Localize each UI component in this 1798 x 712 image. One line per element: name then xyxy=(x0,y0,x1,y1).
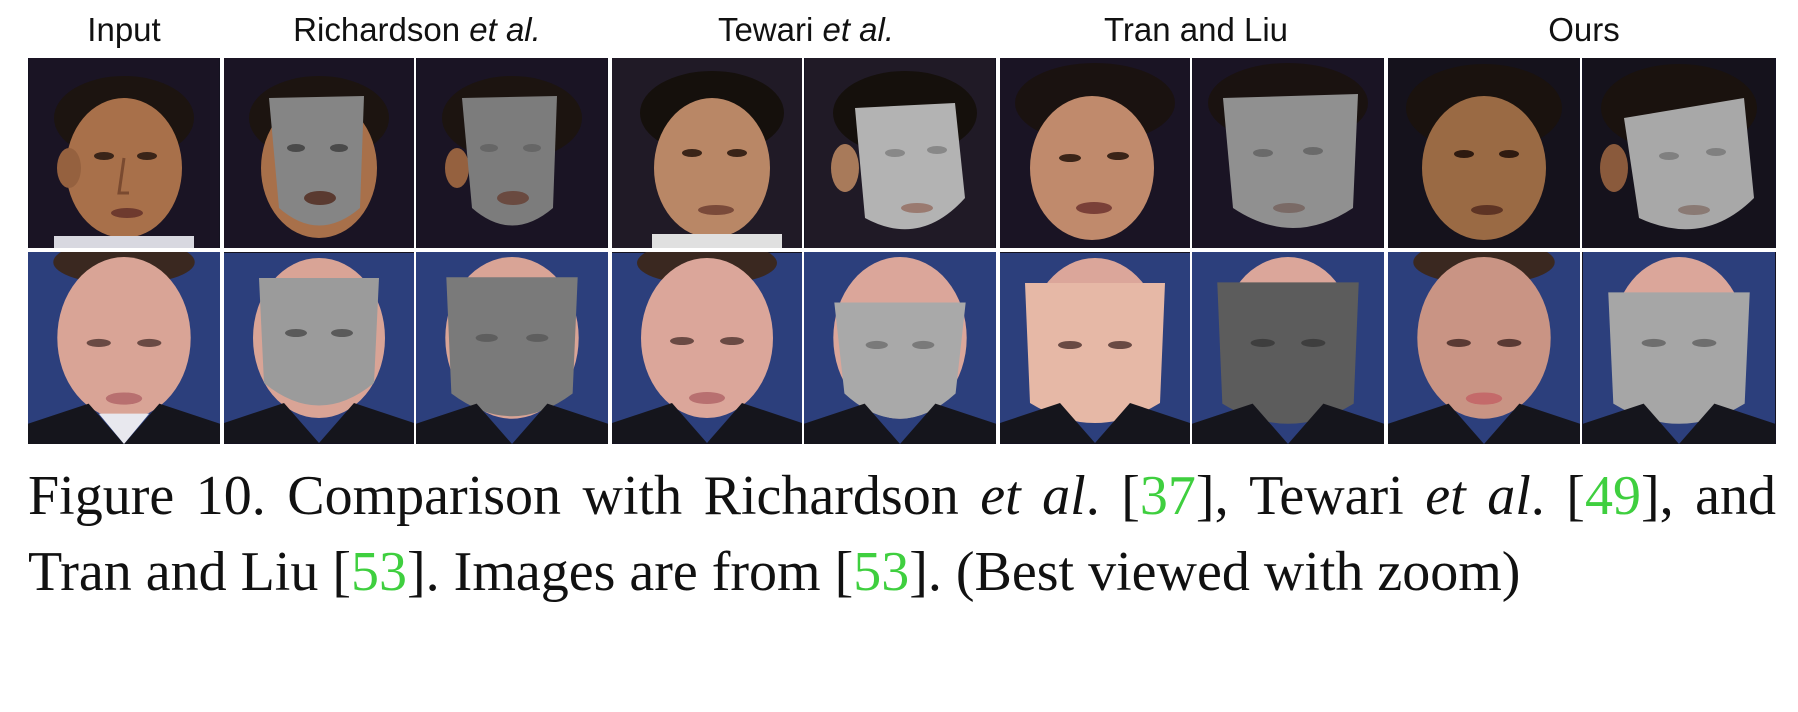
header-richardson: Richardson et al. xyxy=(293,11,541,48)
figure-caption: Figure 10. Comparison with Richardson et… xyxy=(28,465,1776,603)
tran-liu-overlay-row2 xyxy=(1000,252,1190,444)
ours-overlay-row2 xyxy=(1388,252,1580,444)
citation-link[interactable]: 53 xyxy=(351,541,408,603)
ours-mesh-row2 xyxy=(1582,252,1776,444)
header-tran-liu: Tran and Liu xyxy=(1103,11,1289,48)
richardson-mesh-row2 xyxy=(416,252,608,444)
header-input: Input xyxy=(87,11,161,48)
richardson-overlay-row2 xyxy=(224,252,414,444)
ours-overlay-row1 xyxy=(1388,58,1580,248)
tran-liu-mesh-row1 xyxy=(1192,58,1384,248)
tewari-overlay-row2 xyxy=(612,252,802,444)
ours-mesh-row1 xyxy=(1582,58,1776,248)
tran-liu-overlay-row1 xyxy=(1000,58,1190,248)
comparison-image-grid xyxy=(28,58,1776,444)
tewari-mesh-row1 xyxy=(804,58,996,248)
tewari-overlay-row1 xyxy=(612,58,802,248)
input-face-row1 xyxy=(28,58,220,248)
citation-link[interactable]: 37 xyxy=(1139,465,1196,527)
citation-link[interactable]: 49 xyxy=(1584,465,1641,527)
richardson-overlay-row1 xyxy=(224,58,414,248)
input-face-row2 xyxy=(28,252,220,444)
citation-link[interactable]: 53 xyxy=(853,541,910,603)
richardson-mesh-row1 xyxy=(416,58,608,248)
tran-liu-mesh-row2 xyxy=(1192,252,1384,444)
header-tewari: Tewari et al. xyxy=(717,11,895,48)
header-ours: Ours xyxy=(1548,11,1620,48)
tewari-mesh-row2 xyxy=(804,252,996,444)
